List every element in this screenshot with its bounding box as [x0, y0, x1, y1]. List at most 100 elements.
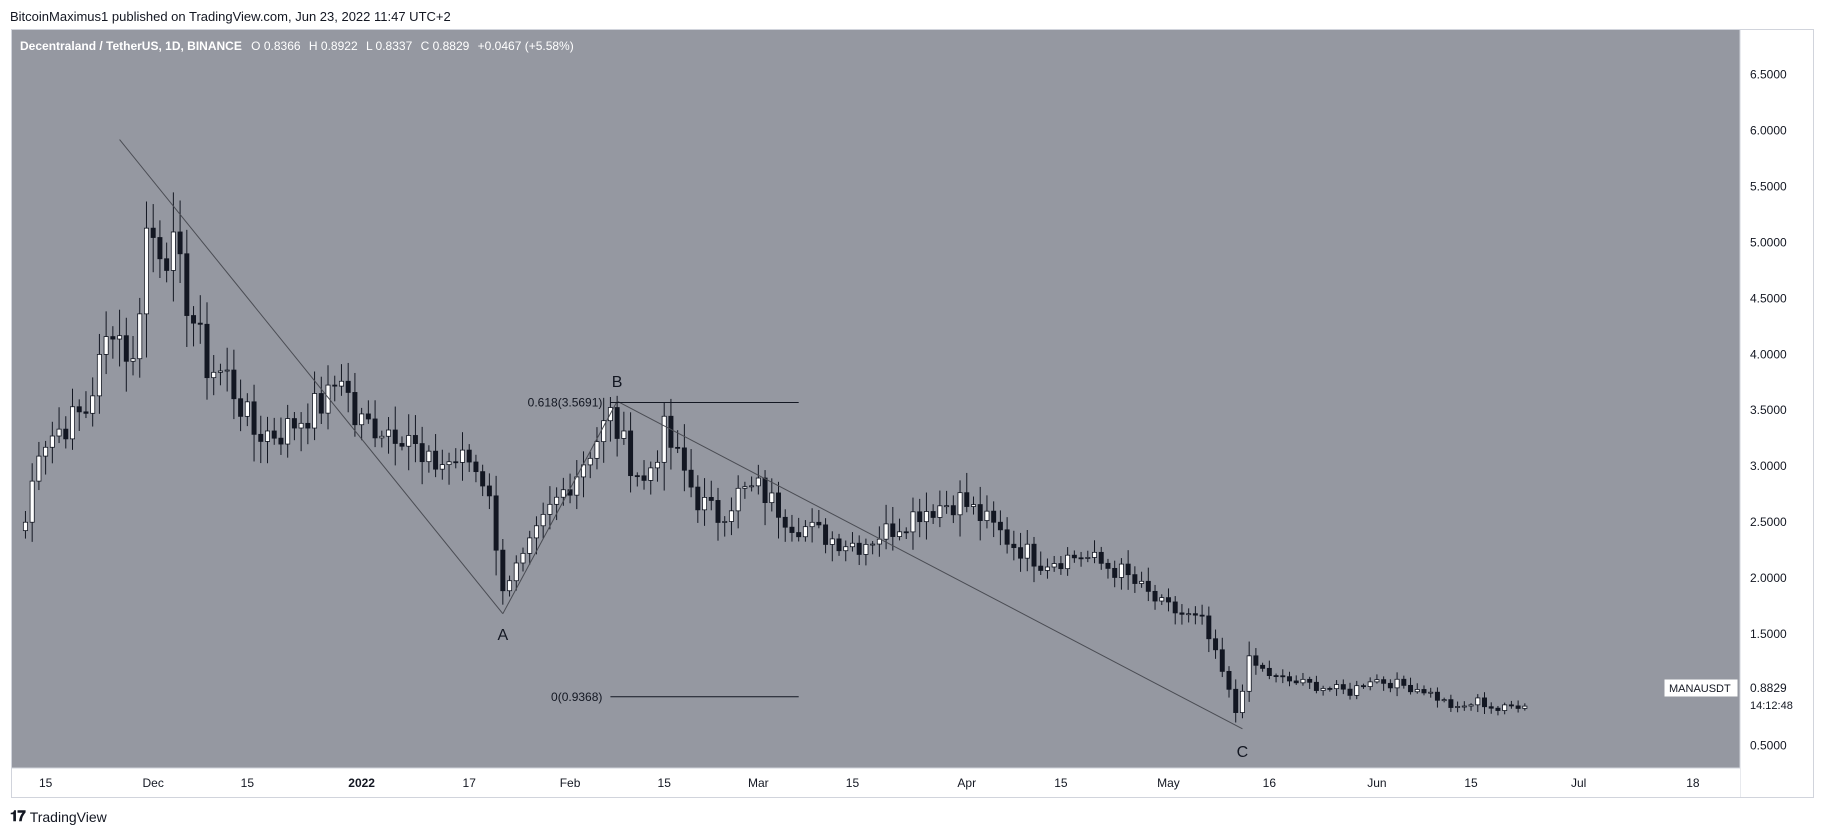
- publisher-name[interactable]: BitcoinMaximus1: [10, 9, 109, 24]
- candle-down[interactable]: [1145, 567, 1151, 602]
- candle-up[interactable]: [386, 417, 392, 454]
- candle-up[interactable]: [829, 531, 835, 562]
- candle-down[interactable]: [1360, 683, 1366, 689]
- candle-down[interactable]: [473, 454, 479, 483]
- trendline[interactable]: [119, 139, 504, 615]
- candle-down[interactable]: [1105, 558, 1111, 579]
- candle-down[interactable]: [776, 481, 781, 539]
- candle-down[interactable]: [1219, 637, 1225, 678]
- candle-down[interactable]: [419, 426, 425, 485]
- candle-down[interactable]: [1112, 560, 1118, 588]
- candle-up[interactable]: [735, 475, 741, 529]
- candle-up[interactable]: [1051, 555, 1057, 572]
- candle-up[interactable]: [1414, 683, 1420, 694]
- candle-up[interactable]: [1085, 550, 1091, 563]
- candle-down[interactable]: [258, 415, 264, 464]
- candle-down[interactable]: [466, 444, 472, 472]
- candle-up[interactable]: [265, 416, 270, 464]
- candle-down[interactable]: [1273, 673, 1279, 683]
- candle-down[interactable]: [1031, 536, 1037, 583]
- candle-down[interactable]: [204, 302, 210, 400]
- candle-down[interactable]: [1495, 705, 1501, 716]
- candle-up[interactable]: [22, 511, 28, 539]
- candle-up[interactable]: [1246, 641, 1252, 702]
- candle-up[interactable]: [513, 555, 519, 591]
- candle-up[interactable]: [1024, 530, 1030, 572]
- candle-up[interactable]: [1118, 558, 1124, 590]
- candle-up[interactable]: [224, 347, 230, 392]
- candle-up[interactable]: [702, 478, 708, 526]
- candle-up[interactable]: [742, 481, 748, 499]
- candle-up[interactable]: [43, 440, 49, 475]
- candle-down[interactable]: [1293, 675, 1299, 685]
- candle-down[interactable]: [332, 375, 338, 402]
- candle-up[interactable]: [143, 201, 149, 358]
- candle-down[interactable]: [634, 472, 640, 487]
- candle-up[interactable]: [527, 530, 533, 565]
- candle-down[interactable]: [668, 398, 674, 470]
- candle-up[interactable]: [923, 492, 929, 540]
- candle-down[interactable]: [628, 412, 634, 493]
- trendline[interactable]: [502, 400, 618, 614]
- candle-down[interactable]: [977, 486, 983, 541]
- candle-down[interactable]: [231, 349, 237, 420]
- candle-down[interactable]: [1408, 677, 1414, 695]
- candle-down[interactable]: [500, 539, 506, 605]
- candle-down[interactable]: [1152, 584, 1158, 610]
- candle-down[interactable]: [903, 527, 909, 539]
- candle-up[interactable]: [944, 490, 950, 514]
- footer-brand[interactable]: TradingView: [29, 808, 107, 825]
- candle-down[interactable]: [1401, 675, 1407, 689]
- candle-up[interactable]: [957, 480, 963, 537]
- candle-down[interactable]: [1038, 551, 1044, 575]
- candle-down[interactable]: [1192, 606, 1198, 625]
- candle-up[interactable]: [1354, 680, 1360, 700]
- candle-down[interactable]: [1508, 700, 1514, 709]
- candle-up[interactable]: [1468, 703, 1474, 711]
- candle-down[interactable]: [493, 475, 499, 576]
- candle-down[interactable]: [1280, 669, 1286, 684]
- candle-up[interactable]: [70, 388, 75, 450]
- candle-down[interactable]: [76, 399, 82, 431]
- candle-down[interactable]: [917, 498, 923, 538]
- tradingview-logo-icon[interactable]: 𝟏𝟕: [10, 808, 26, 825]
- candle-down[interactable]: [1421, 685, 1427, 696]
- candle-up[interactable]: [594, 427, 600, 470]
- candle-down[interactable]: [1233, 679, 1239, 723]
- candle-down[interactable]: [271, 417, 277, 445]
- candle-down[interactable]: [1098, 546, 1104, 570]
- candle-down[interactable]: [1253, 648, 1259, 675]
- candle-up[interactable]: [103, 311, 109, 375]
- candle-up[interactable]: [654, 450, 660, 482]
- candle-up[interactable]: [137, 297, 143, 378]
- candle-down[interactable]: [1071, 550, 1077, 563]
- candle-down[interactable]: [836, 533, 842, 556]
- candle-up[interactable]: [937, 490, 943, 528]
- candle-up[interactable]: [1455, 701, 1461, 713]
- trendline[interactable]: [616, 400, 1243, 730]
- candle-up[interactable]: [621, 411, 627, 445]
- candle-down[interactable]: [715, 487, 721, 541]
- candle-up[interactable]: [1139, 571, 1145, 588]
- candle-down[interactable]: [412, 415, 418, 463]
- candle-down[interactable]: [1179, 604, 1185, 625]
- candle-up[interactable]: [863, 538, 869, 566]
- candle-up[interactable]: [769, 478, 775, 512]
- candle-up[interactable]: [285, 404, 291, 458]
- candle-down[interactable]: [63, 416, 69, 449]
- candle-up[interactable]: [1159, 594, 1165, 606]
- candle-up[interactable]: [661, 402, 667, 491]
- candle-down[interactable]: [1266, 660, 1272, 680]
- candle-down[interactable]: [964, 472, 970, 513]
- candle-up[interactable]: [533, 516, 539, 555]
- candle-down[interactable]: [318, 376, 324, 425]
- candle-down[interactable]: [433, 434, 439, 478]
- candle-down[interactable]: [110, 326, 116, 359]
- candle-down[interactable]: [157, 220, 163, 278]
- candle-up[interactable]: [1428, 687, 1434, 698]
- candle-down[interactable]: [856, 535, 862, 566]
- candle-down[interactable]: [278, 417, 284, 455]
- candle-up[interactable]: [1522, 703, 1528, 711]
- candle-down[interactable]: [930, 504, 936, 524]
- candle-up[interactable]: [1502, 702, 1508, 715]
